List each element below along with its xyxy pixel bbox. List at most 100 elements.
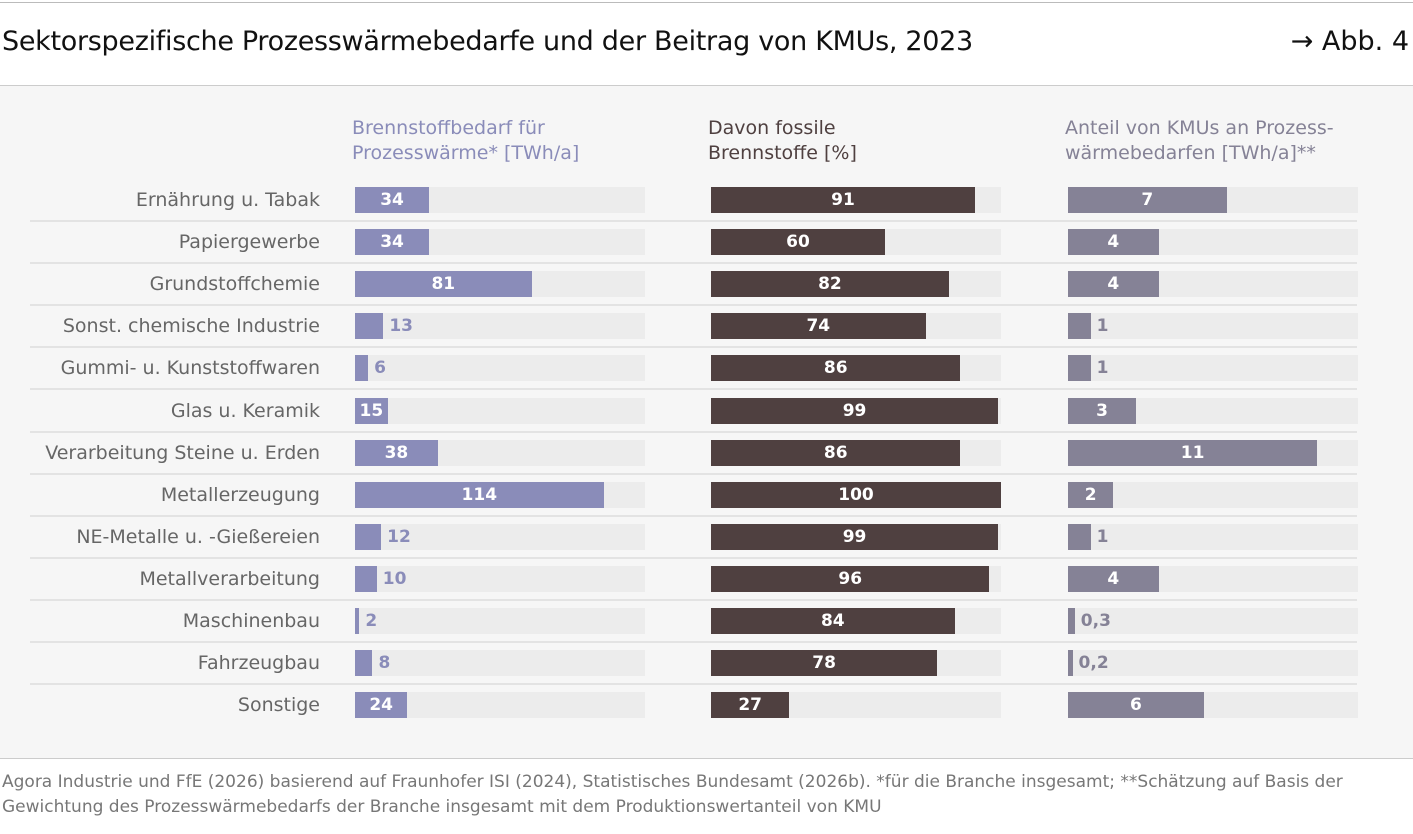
bar-value-label: 13 (389, 316, 414, 337)
bar-value-label: 8 (378, 653, 391, 674)
category-label: Grundstoffchemie (149, 273, 320, 296)
bar (1068, 650, 1073, 677)
bar (355, 650, 373, 677)
bar (355, 271, 532, 298)
bar-value-label: 78 (812, 653, 836, 674)
bar-value-label: 1 (1096, 358, 1109, 379)
row-separator (30, 514, 1357, 517)
row-separator (30, 304, 1357, 307)
bar (711, 397, 999, 424)
category-label: Sonstige (237, 694, 320, 717)
category-label: Metallerzeugung (160, 483, 320, 506)
row-separator (30, 220, 1357, 222)
bar-track (1068, 481, 1358, 508)
bar (711, 692, 790, 719)
bar-value-label: 1 (1096, 526, 1109, 547)
bar-value-label: 82 (818, 274, 842, 295)
category-label: Ernährung u. Tabak (135, 189, 320, 211)
bar (1068, 565, 1159, 592)
bar (711, 355, 961, 382)
bar-value-label: 34 (380, 232, 404, 253)
bar (711, 565, 990, 592)
row-separator (30, 346, 1357, 349)
bar (711, 187, 975, 213)
bar-value-label: 99 (842, 526, 867, 547)
category-label: Glas u. Keramik (170, 399, 320, 422)
bar-value-label: 0,3 (1080, 611, 1111, 631)
bar-value-label: 96 (838, 568, 863, 589)
bar (1068, 692, 1204, 719)
row-separator (30, 430, 1357, 433)
bar-value-label: 38 (384, 442, 409, 463)
bar (355, 397, 388, 424)
bar (711, 608, 955, 634)
top-rule (0, 2, 1413, 3)
bar-value-label: 4 (1107, 568, 1120, 589)
bar-value-label: 2 (1084, 484, 1097, 505)
bar (1068, 313, 1091, 340)
bar (355, 439, 438, 466)
bar (711, 650, 938, 677)
bar-track (355, 565, 645, 592)
category-label: NE-Metalle u. -Gießereien (76, 525, 320, 548)
bar (355, 608, 360, 634)
bar-value-label: 34 (380, 190, 404, 210)
bar-value-label: 81 (431, 274, 456, 295)
bar-value-label: 100 (838, 484, 874, 505)
bar-value-label: 91 (831, 190, 855, 210)
bar (711, 313, 926, 340)
bar (355, 187, 430, 213)
bar (355, 481, 604, 508)
bar-value-label: 4 (1107, 274, 1120, 295)
column-header: Brennstoffbedarf für Prozesswärme* [TWh/a… (352, 117, 580, 164)
row-separator (30, 598, 1357, 601)
bar (1068, 187, 1227, 213)
bar (355, 313, 384, 340)
row-separator (30, 641, 1357, 643)
bar-value-label: 1 (1096, 316, 1109, 337)
bar-track (1068, 523, 1358, 550)
bar-value-label: 24 (369, 695, 393, 716)
bar-track (355, 523, 645, 550)
bar-value-label: 86 (823, 358, 848, 379)
bar (1068, 608, 1075, 634)
bar-track (355, 397, 645, 424)
bar-value-label: 99 (842, 400, 867, 421)
bar-track (355, 650, 645, 677)
bar (1068, 481, 1114, 508)
bar (355, 229, 430, 256)
bar-value-label: 86 (823, 442, 848, 463)
category-label: Maschinenbau (182, 610, 320, 632)
bar (1068, 355, 1091, 382)
bar-value-label: 27 (738, 695, 762, 716)
bar-value-label: 60 (786, 232, 810, 253)
bar-value-label: 6 (1130, 695, 1142, 716)
column-header: Davon fossile Brennstoffe [%] (708, 117, 857, 164)
bar-track (355, 608, 645, 634)
bar-value-label: 15 (359, 400, 384, 421)
bar-value-label: 84 (820, 611, 845, 631)
bar-track (1068, 355, 1358, 382)
bar-value-label: 3 (1096, 400, 1108, 421)
bar-value-label: 114 (461, 484, 498, 505)
bar (1068, 523, 1091, 550)
bar-track (1068, 608, 1358, 634)
bar (711, 439, 961, 466)
bar (1068, 229, 1159, 256)
source-footnote: Agora Industrie und FfE (2026) basierend… (2, 772, 1343, 817)
bar (711, 229, 885, 256)
row-separator (30, 388, 1357, 391)
row-separator (30, 683, 1357, 686)
bar (355, 523, 382, 550)
bar (355, 355, 369, 382)
row-separator (30, 262, 1357, 265)
category-label: Metallverarbeitung (139, 567, 320, 590)
bar (1068, 439, 1318, 466)
bar-value-label: 4 (1107, 232, 1120, 253)
bar-value-label: 2 (365, 611, 378, 631)
bar (1068, 271, 1159, 298)
bar (711, 481, 1001, 508)
bar (355, 692, 408, 719)
row-separator (30, 556, 1357, 559)
bar-value-label: 74 (806, 316, 831, 337)
